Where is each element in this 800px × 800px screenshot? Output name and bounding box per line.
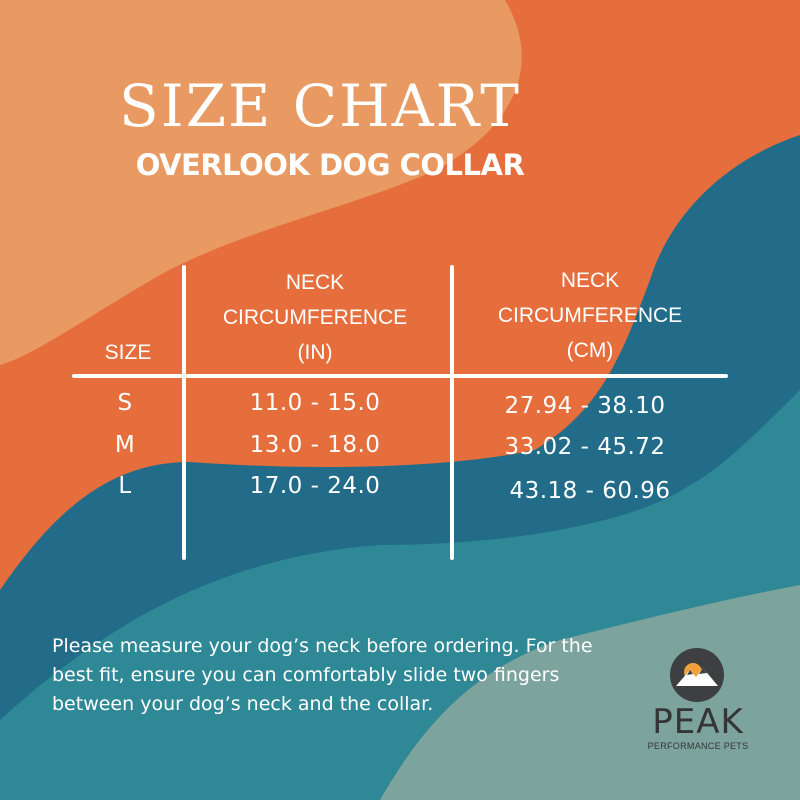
header-neck-in-line-3: (IN) xyxy=(297,341,333,364)
header-neck-cm-line-3: (CM) xyxy=(566,339,614,362)
header-neck-cm-line-1: NECK xyxy=(560,269,620,292)
table-divider-2 xyxy=(450,265,454,560)
measurement-note: Please measure your dog’s neck before or… xyxy=(52,635,593,715)
page-title: SIZE CHART xyxy=(119,72,521,140)
row-s-cm: 27.94 - 38.10 xyxy=(504,393,666,419)
table-divider-1 xyxy=(182,265,186,560)
header-neck-cm: NECK CIRCUMFERENCE (CM) xyxy=(465,263,715,368)
row-l-in: 17.0 - 24.0 xyxy=(249,473,381,499)
row-m-in: 13.0 - 18.0 xyxy=(249,432,381,458)
sage-wave xyxy=(380,585,800,800)
mountain-sun-icon xyxy=(670,648,724,702)
header-neck-in-line-2: CIRCUMFERENCE xyxy=(222,306,408,329)
row-m-cm: 33.02 - 45.72 xyxy=(504,434,666,460)
row-l-cm: 43.18 - 60.96 xyxy=(509,478,671,504)
light-orange-wave xyxy=(0,0,522,365)
product-subtitle: OVERLOOK DOG COLLAR xyxy=(135,148,525,182)
brand-name: PEAK xyxy=(652,702,744,742)
brand-tagline: PERFORMANCE PETS xyxy=(647,741,749,751)
header-neck-cm-line-2: CIRCUMFERENCE xyxy=(497,304,683,327)
row-s-in: 11.0 - 15.0 xyxy=(249,390,381,416)
row-m-size: M xyxy=(114,432,136,458)
header-rule xyxy=(72,374,728,378)
header-size: SIZE xyxy=(104,341,152,364)
row-l-size: L xyxy=(118,473,132,499)
header-neck-in-line-1: NECK xyxy=(285,271,345,294)
row-s-size: S xyxy=(117,390,133,416)
header-neck-in: NECK CIRCUMFERENCE (IN) xyxy=(195,265,435,370)
